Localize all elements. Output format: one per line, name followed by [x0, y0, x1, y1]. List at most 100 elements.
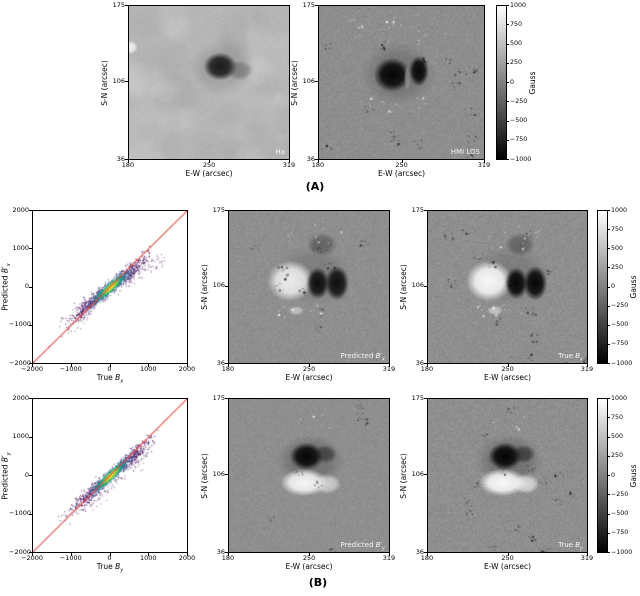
label-text: Predicted	[0, 461, 10, 500]
x-tick-mark	[187, 364, 188, 367]
x-tick-mark	[389, 364, 390, 367]
x-tick-mark	[309, 553, 311, 556]
x-tick-mark	[32, 364, 33, 367]
y-tick-mark	[225, 552, 228, 553]
colorbar-label: Gauss	[629, 275, 638, 299]
colorbar-tick-mark	[608, 324, 610, 326]
y-tick-label: 175	[411, 393, 424, 402]
label-symbol: B	[575, 352, 581, 360]
y-tick-label: −1000	[9, 509, 31, 517]
colorbar-tick-label: 250	[510, 59, 523, 67]
y-tick-label: 36	[216, 547, 225, 556]
true_bx-plot-area	[427, 210, 588, 364]
x-tick-mark	[427, 553, 428, 556]
colorbar-tick-label: 0	[510, 78, 515, 86]
y-axis-label: Predicted B′y	[0, 451, 13, 500]
label-subscript: y	[580, 545, 583, 552]
label-subscript: y	[120, 567, 124, 574]
label-subscript: y	[5, 451, 12, 455]
colorbar-tick-label: −1000	[611, 359, 633, 367]
panel-corner-label: Ha	[128, 148, 285, 159]
y-tick-label: 1000	[12, 243, 29, 252]
colorbar-tick-label: 250	[611, 263, 624, 271]
x-tick-label: −1000	[59, 365, 82, 373]
y-tick-label: −2000	[9, 358, 31, 367]
x-tick-mark	[209, 160, 211, 163]
colorbar-tick-mark	[507, 43, 509, 45]
x-axis-label: E-W (arcsec)	[483, 562, 532, 571]
colorbar-tick-label: 500	[611, 433, 624, 440]
y-tick-label: 0	[24, 470, 29, 479]
colorbar-tick-mark	[608, 248, 610, 250]
colorbar-tick-mark	[608, 552, 610, 553]
x-tick-mark	[587, 553, 588, 556]
x-axis-label: True Bx	[32, 374, 188, 386]
y-tick-mark	[29, 210, 32, 211]
label-symbol: B′	[375, 352, 383, 360]
y-tick-label: −2000	[9, 547, 31, 556]
x-tick-mark	[228, 364, 229, 367]
y-tick-mark	[29, 475, 32, 476]
y-tick-mark	[424, 210, 427, 211]
label-subscript: x	[382, 356, 385, 363]
x-tick-label: 180	[221, 554, 235, 562]
y-tick-label: 2000	[12, 205, 29, 214]
x-tick-mark	[309, 364, 311, 367]
y-axis-label: S-N (arcsec)	[200, 264, 209, 310]
panel-a-caption: (A)	[305, 180, 325, 193]
scat_by-plot-area	[32, 398, 188, 553]
label-subscript: x	[120, 378, 124, 385]
x-tick-label: 180	[420, 554, 434, 562]
y-tick-mark	[29, 286, 32, 288]
colorbar-tick-label: −1000	[611, 548, 633, 556]
pred_bx-plot-area	[228, 210, 390, 364]
y-tick-label: 106	[302, 76, 315, 85]
colorbar-tick-mark	[507, 120, 509, 122]
colorbar-tick-mark	[507, 62, 509, 64]
x-tick-mark	[228, 553, 229, 556]
y-tick-label: 36	[415, 358, 424, 367]
panel-b-caption: (B)	[308, 576, 328, 589]
x-axis-label: True By	[32, 563, 188, 575]
pred_bx-canvas	[229, 211, 389, 363]
label-subscript: x	[5, 263, 12, 267]
panel-corner-label: True Bx	[427, 352, 583, 363]
y-tick-label: 106	[411, 281, 424, 290]
label-text: Predicted	[340, 352, 376, 360]
y-tick-label: 106	[212, 281, 225, 290]
x-tick-mark	[128, 160, 129, 163]
x-tick-label: 2000	[178, 554, 196, 562]
colorbar-tick-mark	[507, 24, 509, 26]
y-tick-label: 175	[112, 0, 125, 9]
x-tick-mark	[507, 364, 509, 367]
y-axis-label: Predicted B′x	[0, 263, 13, 310]
y-tick-mark	[29, 436, 32, 438]
colorbar-tick-label: −500	[611, 321, 629, 329]
colorbar-tick-mark	[608, 398, 610, 399]
colorbar-tick-mark	[608, 455, 610, 457]
x-tick-label: 319	[382, 554, 396, 562]
x-tick-mark	[318, 160, 319, 163]
colorbar-tick-label: 500	[510, 40, 523, 47]
label-text: HMI LOS	[450, 148, 480, 156]
label-symbol: B	[115, 562, 121, 571]
label-text: Ha	[275, 148, 285, 156]
x-tick-mark	[109, 364, 111, 367]
colorbar-tick-label: 0	[611, 283, 616, 290]
colorbar-tick-mark	[507, 82, 509, 83]
colorbar-tick-label: 1000	[611, 394, 628, 402]
y-axis-label: S-N (arcsec)	[100, 59, 109, 106]
x-tick-mark	[148, 364, 150, 367]
y-tick-mark	[29, 324, 32, 326]
x-tick-label: 319	[477, 161, 491, 169]
label-symbol: B′	[0, 454, 10, 462]
y-axis-label: S-N (arcsec)	[399, 264, 408, 310]
x-tick-mark	[389, 553, 390, 556]
x-tick-label: 180	[311, 161, 325, 169]
x-axis-label: E-W (arcsec)	[483, 373, 532, 382]
x-tick-mark	[187, 553, 188, 556]
y-tick-mark	[315, 159, 318, 160]
colorbar-tick-label: −1000	[510, 155, 532, 163]
label-symbol: B′	[375, 541, 383, 549]
